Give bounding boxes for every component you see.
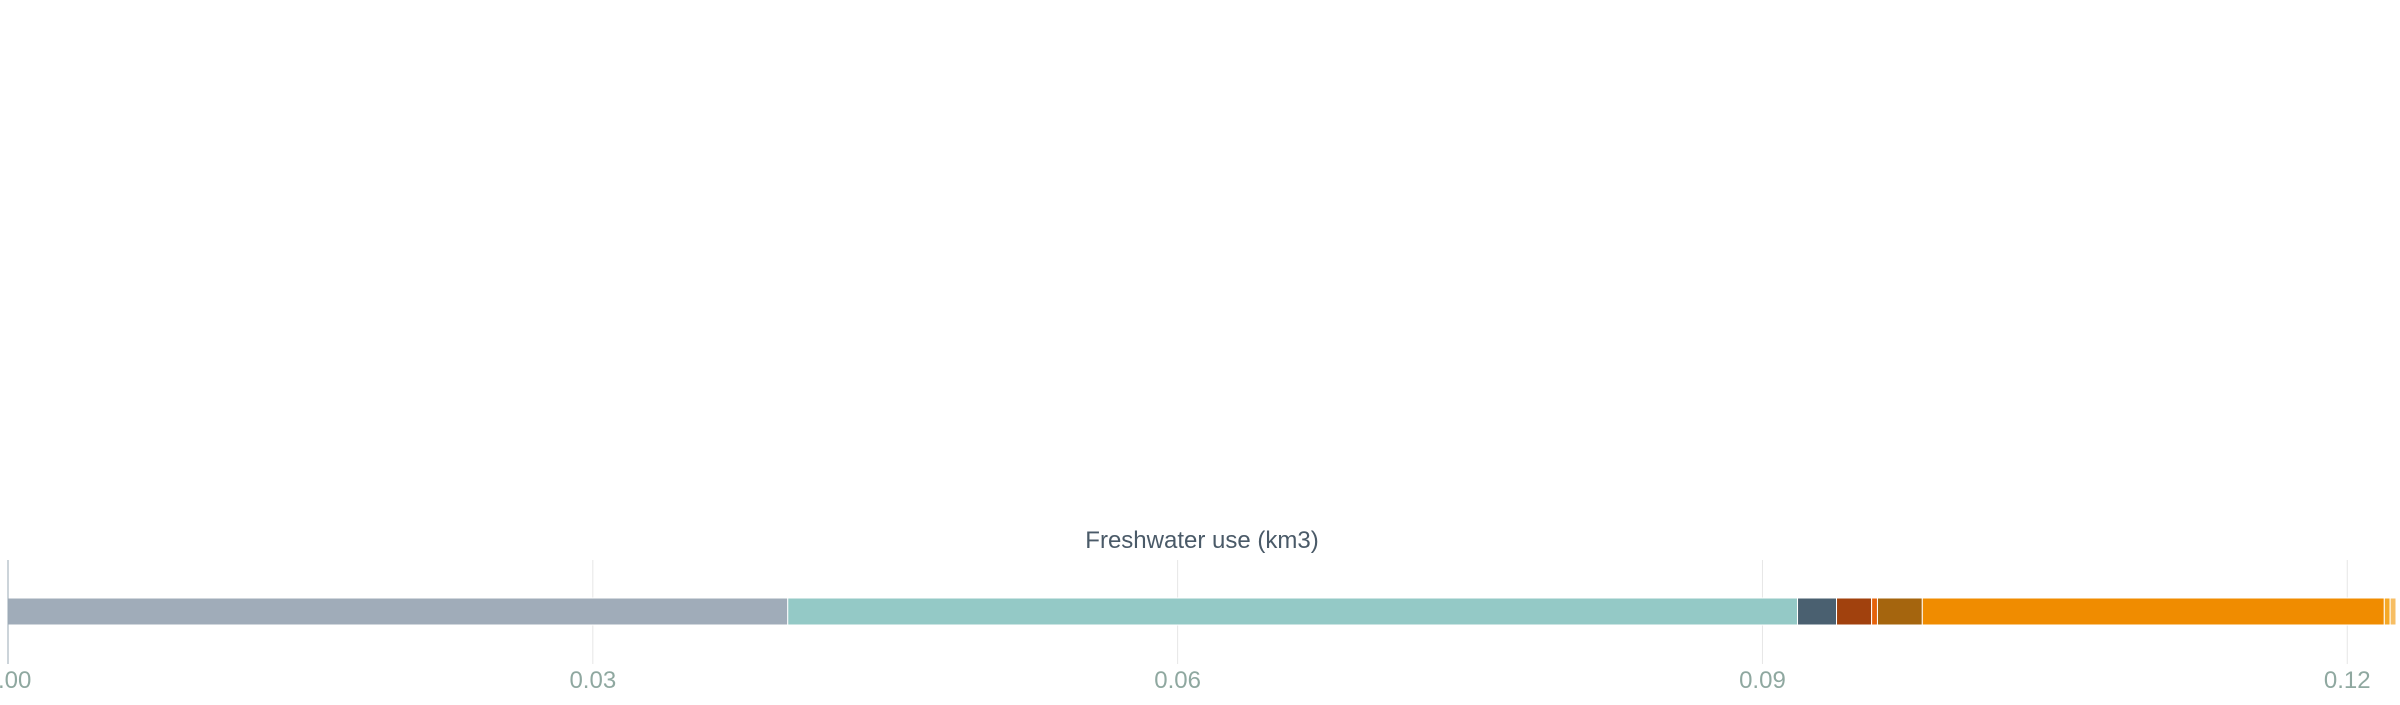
x-tick-label: 0.12	[2324, 667, 2371, 694]
bar-segment[interactable]	[1876, 597, 1923, 626]
x-tick-label: 0.09	[1739, 667, 1786, 694]
x-axis-title: Freshwater use (km3)	[1085, 527, 1318, 554]
bar-segment[interactable]	[2389, 597, 2397, 626]
x-tick-label: 0.06	[1154, 667, 1201, 694]
x-axis-ticks: 0.00 0.03 0.06 0.09 0.12	[0, 667, 2371, 694]
bar-segment[interactable]	[787, 597, 1799, 626]
bar-segment[interactable]	[2383, 597, 2391, 626]
bar-segment[interactable]	[1921, 597, 2385, 626]
bar-segment[interactable]	[1836, 597, 1873, 626]
bar-segment[interactable]	[1797, 597, 1838, 626]
bar-segment[interactable]	[7, 597, 789, 626]
x-tick-label: 0.03	[569, 667, 616, 694]
bar-segment[interactable]	[1871, 597, 1878, 626]
bar-segments	[7, 597, 2397, 626]
x-tick-label: 0.00	[0, 667, 31, 694]
